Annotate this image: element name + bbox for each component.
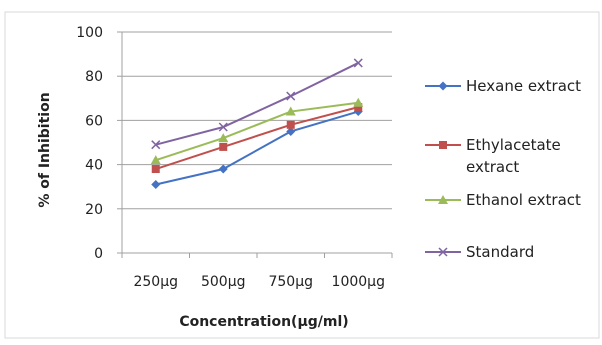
data-point-ethylacetate-extract-1 (219, 142, 228, 151)
y-tick-label-0: 0 (94, 246, 103, 262)
legend-marker-ethylacetate-extract (439, 141, 447, 149)
x-tick-labels: 250μg 500μg 750μg 1000μg (121, 253, 393, 290)
series-line-hexane-extract (155, 110, 359, 186)
data-point-hexane-extract-2 (286, 126, 296, 136)
data-point-ethylacetate-extract-0 (151, 165, 160, 174)
x-axis-title: Concentration(μg/ml) (179, 314, 348, 330)
y-tick-label-60: 60 (85, 113, 103, 129)
data-point-ethylacetate-extract-3 (354, 103, 363, 112)
legend-label-standard: Standard (466, 243, 534, 261)
data-point-ethanol-extract-2 (285, 106, 296, 116)
series-lines (150, 58, 364, 189)
data-point-standard-1 (218, 122, 228, 132)
data-point-ethylacetate-extract-2 (286, 120, 295, 129)
series-line-ethanol-extract (155, 101, 359, 162)
data-point-standard-2 (286, 91, 296, 101)
data-point-standard-3 (353, 58, 363, 68)
series-hexane-extract (151, 107, 363, 189)
y-axis-title: % of Inhibition (37, 92, 53, 207)
data-point-ethanol-extract-0 (150, 155, 161, 165)
series-ethylacetate-extract (151, 103, 363, 174)
x-tick-label-1000-g: 1000μg (332, 274, 385, 290)
legend-marker-standard (438, 247, 448, 257)
series-line-ethylacetate-extract (155, 106, 359, 170)
series-standard (151, 58, 363, 150)
x-tick-label-500-g: 500μg (201, 274, 246, 290)
data-point-hexane-extract-0 (151, 179, 161, 189)
y-tick-label-100: 100 (76, 25, 103, 41)
y-tick-label-20: 20 (85, 202, 103, 218)
data-point-ethanol-extract-1 (218, 133, 229, 143)
legend-marker-hexane-extract (438, 81, 448, 91)
legend-item-standard: Standard (425, 243, 534, 261)
legend: Hexane extract Ethylacetate extract Ethanol… (425, 77, 581, 261)
data-point-standard-0 (151, 140, 161, 150)
x-tick-label-250-g: 250μg (133, 274, 178, 290)
legend-item-ethanol-extract: Ethanol extract (425, 191, 581, 209)
series-ethanol-extract (150, 97, 364, 165)
data-point-ethanol-extract-3 (353, 97, 364, 107)
legend-item-hexane-extract: Hexane extract (425, 77, 581, 95)
y-tick-label-40: 40 (85, 158, 103, 174)
chart-frame (4, 11, 600, 339)
legend-marker-ethanol-extract (438, 195, 448, 204)
y-tick-label-80: 80 (85, 69, 103, 85)
legend-label-hexane-extract: Hexane extract (466, 77, 581, 95)
legend-label-ethanol-extract: Ethanol extract (466, 191, 581, 209)
series-line-standard (155, 62, 359, 146)
y-tick-labels: 0 20 40 60 80 100 (76, 25, 122, 262)
legend-item-ethylacetate-extract: Ethylacetate extract (425, 136, 561, 176)
data-point-hexane-extract-1 (218, 164, 228, 174)
legend-label-ethylacetate-extract: Ethylacetate extract (466, 136, 561, 176)
x-tick-label-750-g: 750μg (268, 274, 313, 290)
